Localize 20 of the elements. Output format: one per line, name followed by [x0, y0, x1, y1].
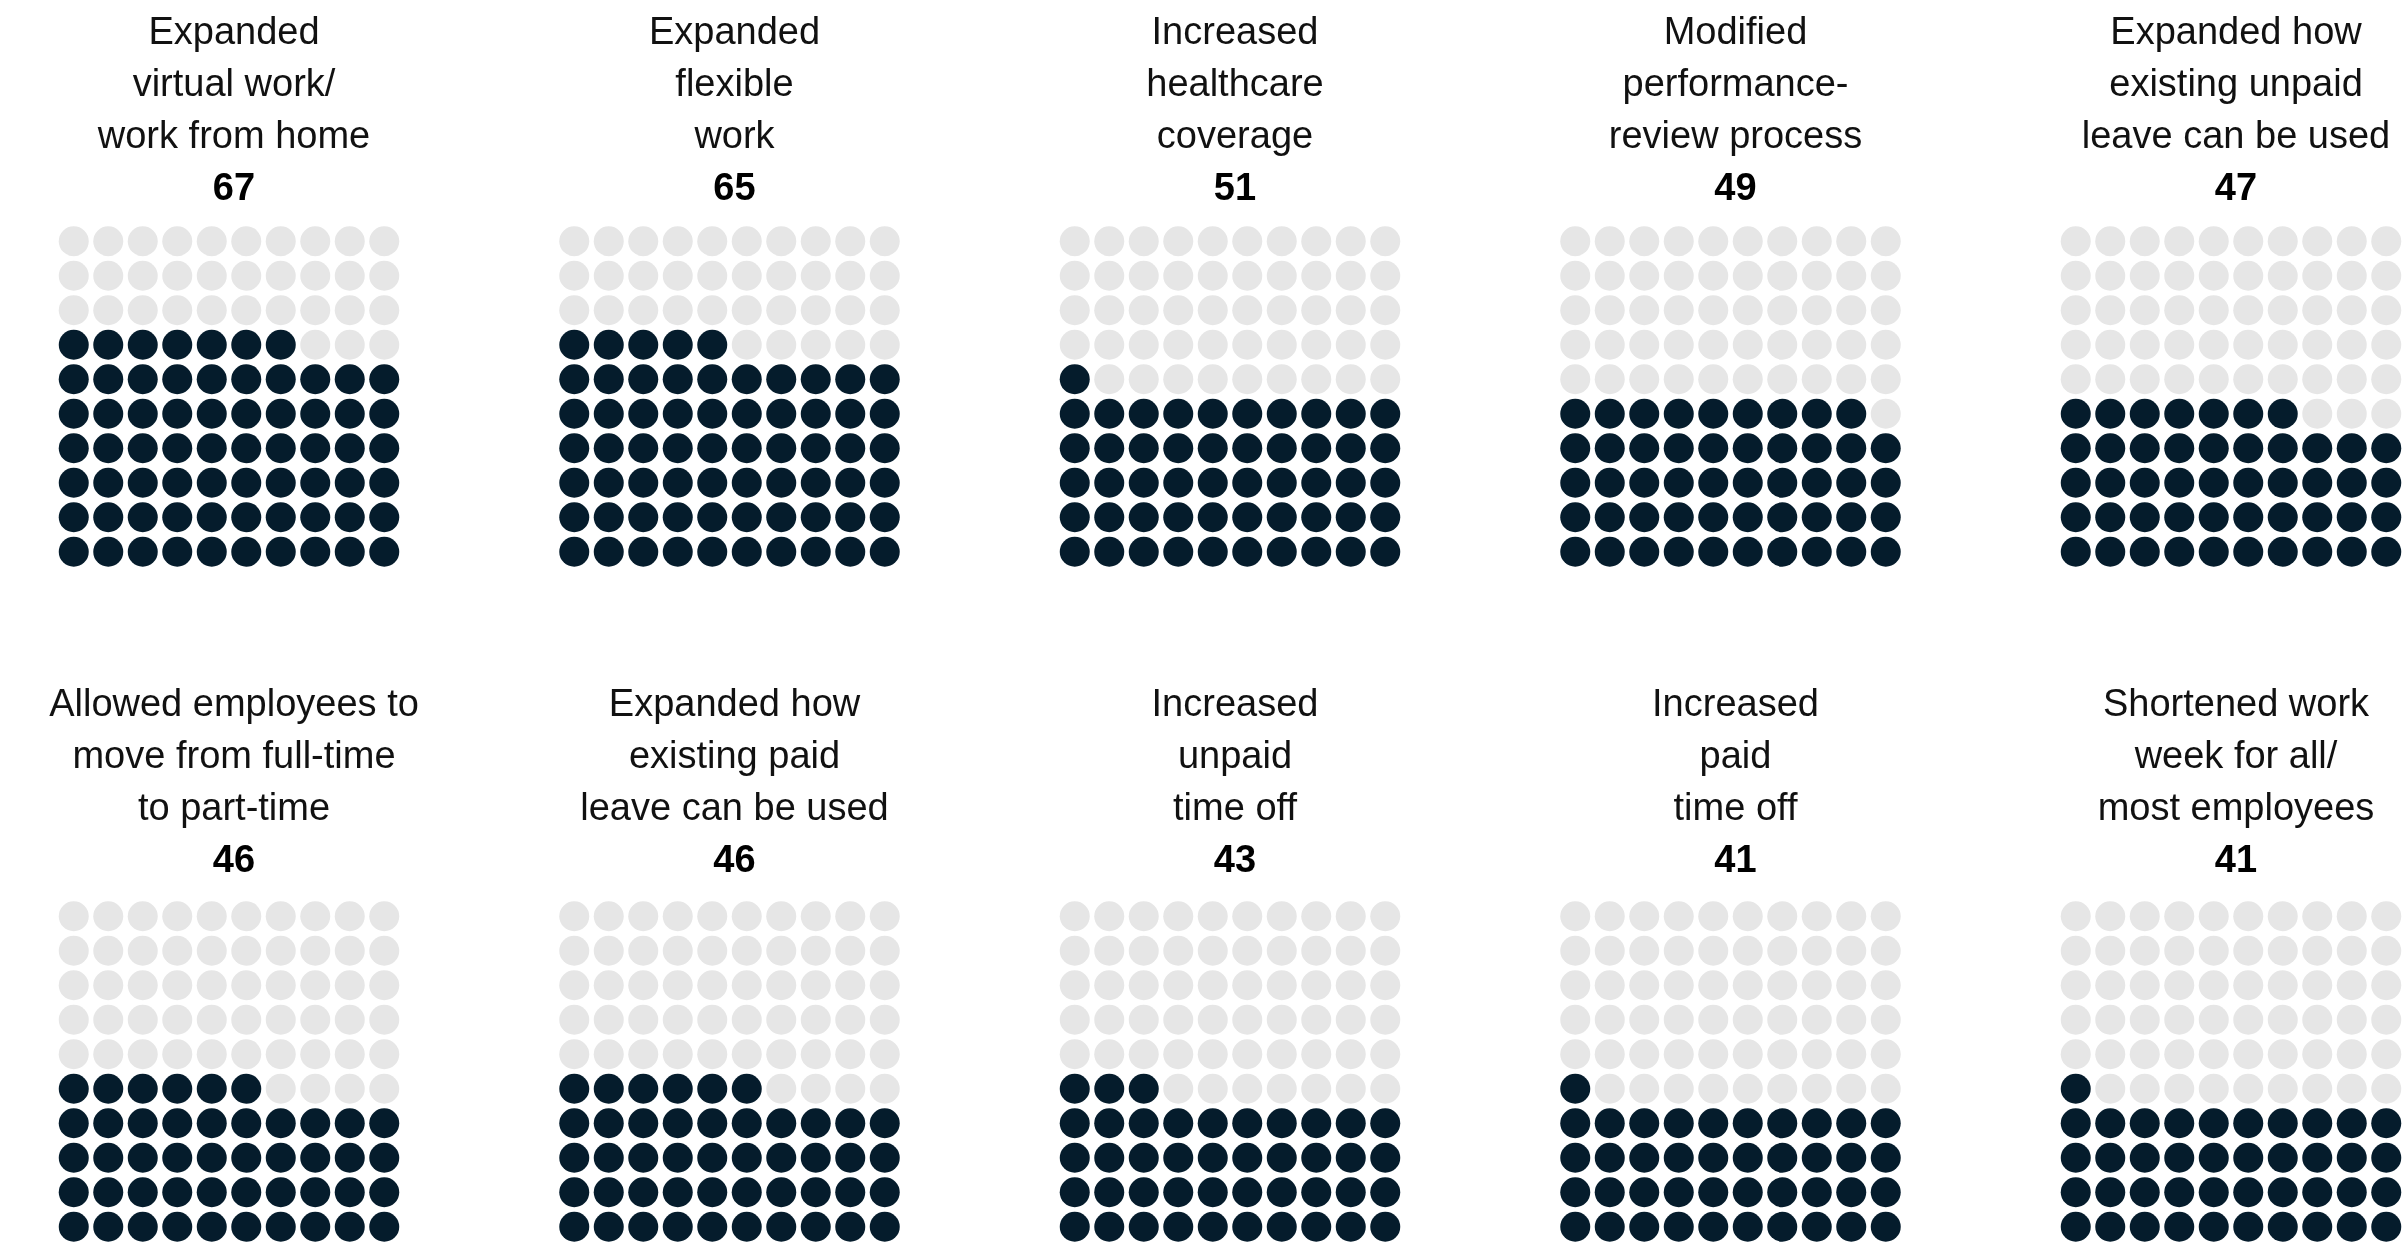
data-label: 46: [212, 838, 256, 880]
data-label: 51: [1213, 166, 1257, 208]
data-label: 49: [1714, 166, 1757, 208]
category-label: Expanded virtual work/ work from home: [96, 10, 371, 156]
category-label: Increased unpaid time off: [1151, 682, 1319, 828]
data-label: 67: [212, 166, 256, 208]
data-label: 46: [713, 838, 756, 880]
data-label: 43: [1213, 838, 1257, 880]
category-label: Allowed employees to move from full-time to part-time: [49, 682, 419, 828]
category-label: Expanded how existing unpaid leave can be used: [2081, 10, 2391, 156]
category-label: Modified performance- review process: [1608, 10, 1863, 156]
data-label: 65: [713, 166, 756, 208]
category-label: Shortened work week for all/ most employees: [2097, 682, 2375, 828]
category-label: Expanded flexible work: [648, 10, 821, 156]
category-label: Increased healthcare coverage: [1146, 10, 1324, 156]
data-label: 47: [2214, 166, 2258, 208]
category-label: Expanded how existing paid leave can be used: [580, 682, 889, 828]
category-label: Increased paid time off: [1652, 682, 1819, 828]
data-label: 41: [2214, 838, 2258, 880]
data-label: 41: [1714, 838, 1757, 880]
